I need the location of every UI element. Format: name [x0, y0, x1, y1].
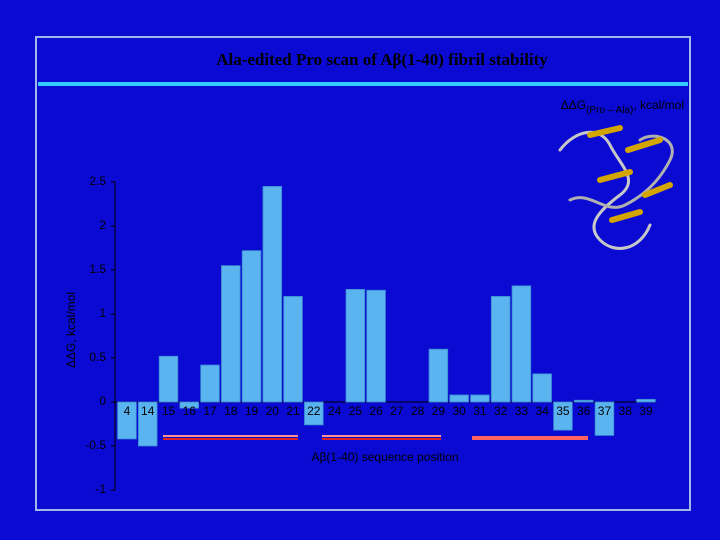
x-tick-label: 29	[432, 404, 446, 418]
bar	[241, 250, 262, 403]
x-tick-label: 32	[494, 404, 508, 418]
bar	[490, 295, 511, 403]
bar	[137, 401, 158, 447]
bar	[262, 185, 283, 403]
y-tick-label: -1	[95, 482, 106, 496]
bar	[304, 401, 324, 426]
bar	[179, 401, 200, 409]
x-tick-label: 16	[183, 404, 197, 418]
x-tick-label: 35	[556, 404, 570, 418]
x-tick-label: 30	[452, 404, 466, 418]
x-tick-label: 34	[536, 404, 550, 418]
annotation-suffix: , kcal/mol	[633, 98, 684, 112]
x-tick-label: 39	[639, 404, 653, 418]
x-tick-label: 19	[245, 404, 259, 418]
x-tick-label: 38	[619, 404, 633, 418]
x-axis-label: Aβ(1-40) sequence position	[312, 450, 459, 464]
y-tick-label: 2	[99, 218, 106, 232]
x-tick-label: 25	[349, 404, 363, 418]
x-tick-label: 31	[473, 404, 487, 418]
x-tick-label: 22	[307, 404, 321, 418]
protein-coil	[568, 134, 674, 209]
bar	[345, 288, 366, 403]
bar	[428, 348, 449, 403]
bar	[594, 401, 615, 436]
x-tick-label: 37	[598, 404, 612, 418]
frame	[35, 36, 691, 511]
protein-strand	[587, 125, 673, 223]
bar	[117, 401, 137, 440]
x-tick-label: 27	[390, 404, 404, 418]
x-tick-label: 21	[286, 404, 300, 418]
bar	[636, 398, 656, 403]
y-tick-label: -0.5	[85, 438, 106, 452]
y-tick-label: 2.5	[89, 174, 106, 188]
x-tick-label: 20	[266, 404, 280, 418]
y-tick-label: 0	[99, 394, 106, 408]
bar	[532, 373, 552, 403]
bar	[470, 394, 490, 403]
chart-title: Ala-edited Pro scan of Aβ(1-40) fibril s…	[216, 50, 548, 69]
y-axis-label: ΔΔG, kcal/mol	[64, 292, 78, 368]
x-tick-label: 15	[162, 404, 176, 418]
bar	[573, 399, 594, 403]
x-tick-label: 4	[124, 404, 131, 418]
bar	[158, 355, 179, 403]
annotation: ΔΔG(Pro – Ala), kcal/mol	[561, 98, 684, 115]
bar	[511, 285, 532, 403]
x-tick-label: 18	[224, 404, 238, 418]
y-tick-label: 1.5	[89, 262, 106, 276]
protein-image	[558, 125, 674, 250]
x-tick-label: 17	[203, 404, 217, 418]
bar	[553, 401, 573, 431]
x-tick-label: 14	[141, 404, 155, 418]
y-tick-label: 1	[99, 306, 106, 320]
bar	[366, 289, 386, 403]
bar	[200, 364, 220, 403]
bar	[449, 394, 469, 403]
x-tick-label: 33	[515, 404, 529, 418]
x-tick-label: 28	[411, 404, 425, 418]
bar	[221, 265, 241, 403]
x-tick-label: 36	[577, 404, 591, 418]
region-markers	[163, 435, 588, 440]
x-tick-label: 24	[328, 404, 342, 418]
y-tick-label: 0.5	[89, 350, 106, 364]
bar	[283, 295, 303, 403]
annotation-sub: (Pro – Ala)	[586, 105, 633, 116]
x-tick-label: 26	[369, 404, 383, 418]
annotation-main: ΔΔG	[561, 98, 586, 112]
